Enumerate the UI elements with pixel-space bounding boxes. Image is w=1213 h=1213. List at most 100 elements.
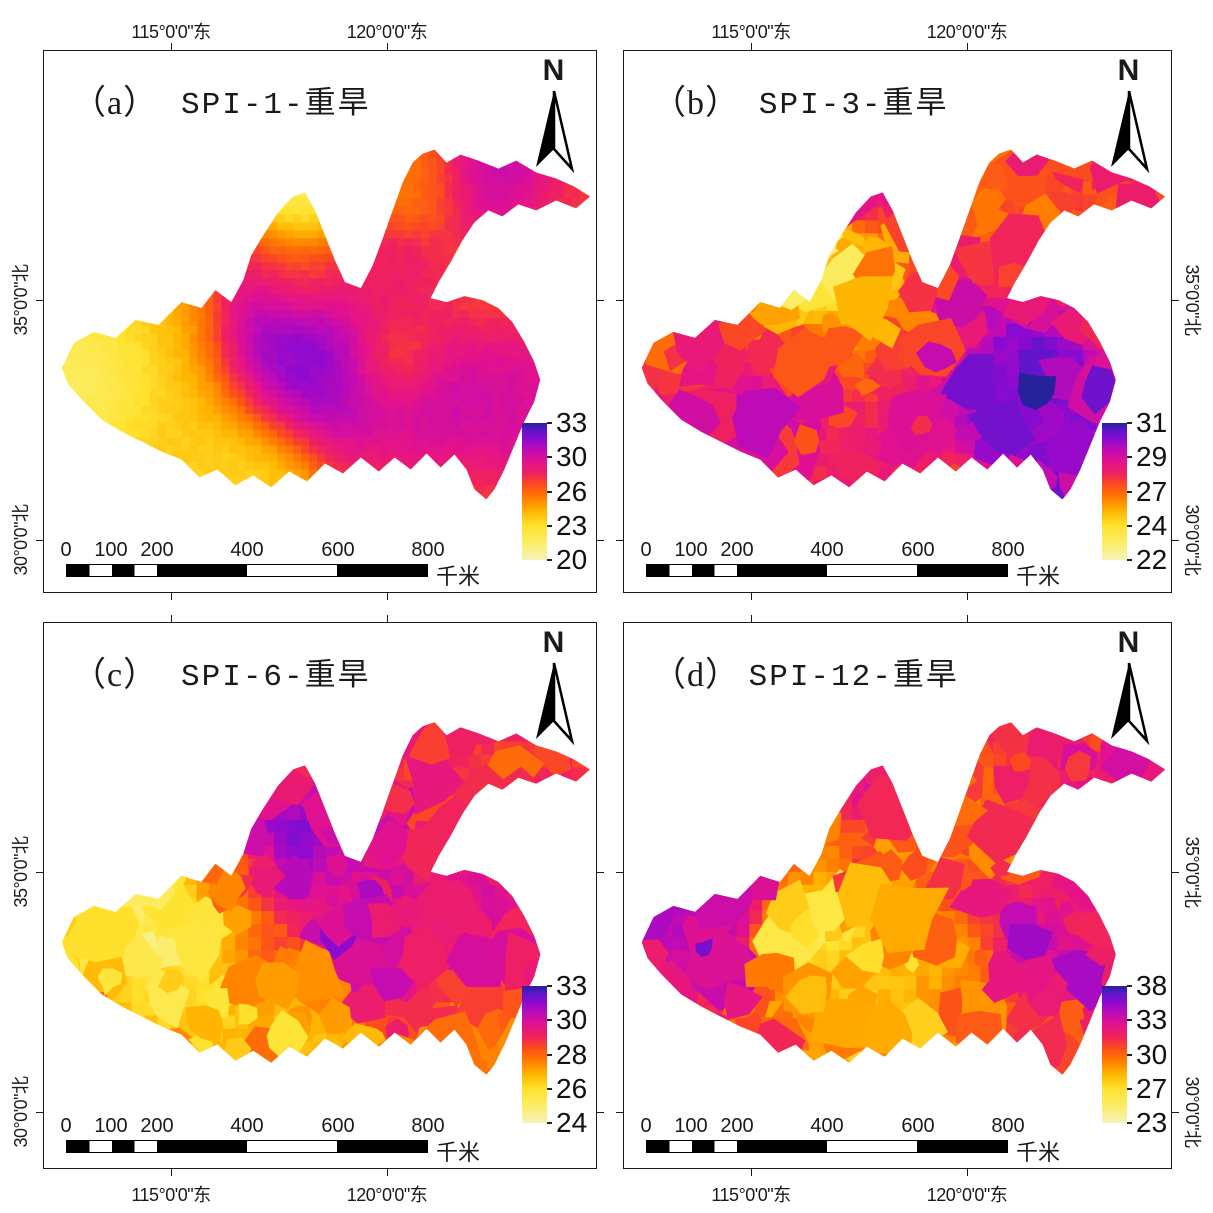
graticule-tick <box>1172 300 1179 301</box>
lon-label-115e: 115°0'0"东 <box>131 22 211 42</box>
colorbar-tick-label: 30 <box>556 441 588 473</box>
scalebar-label: 400 <box>810 539 844 561</box>
colorbar-tick-label: 38 <box>1136 970 1168 1001</box>
lon-label-115e: 115°0'0"东 <box>131 1185 211 1205</box>
colorbar-tick-mark <box>547 1122 552 1124</box>
colorbar: 31 29 27 24 22 <box>1102 409 1202 574</box>
graticule-tick <box>751 43 752 50</box>
scalebar-label: 0 <box>60 1115 72 1137</box>
colorbar-tick-mark <box>547 524 552 527</box>
scalebar-label: 100 <box>674 539 708 561</box>
north-label: N <box>542 626 566 659</box>
lon-label-115e: 115°0'0"东 <box>711 1185 791 1205</box>
graticule-tick <box>751 615 752 622</box>
colorbar-tick-mark <box>1127 524 1132 527</box>
colorbar: 33 30 26 23 20 <box>522 409 622 574</box>
panel-d: 115°0'0"东 120°0'0"东 35°0'0"北 30°0'0"北 （d… <box>607 607 1213 1213</box>
colorbar-tick-label: 30 <box>1136 1038 1168 1070</box>
colorbar-tick-mark <box>547 422 552 424</box>
scalebar-label: 600 <box>901 539 935 561</box>
scalebar-label: 100 <box>94 539 128 561</box>
north-arrow: N <box>1093 627 1165 751</box>
graticule-tick <box>967 43 968 50</box>
panel-title: SPI-3-重旱 <box>758 88 949 123</box>
scalebar-label: 800 <box>991 539 1025 561</box>
graticule-tick <box>171 615 172 622</box>
scalebar-label: 0 <box>60 539 72 561</box>
scalebar: 0 100 200 400 600 800 千米 <box>60 1115 506 1165</box>
lat-label-35n: 35°0'0"北 <box>11 264 31 336</box>
scalebar-label: 800 <box>991 1115 1025 1137</box>
colorbar-tick-label: 27 <box>1136 475 1168 507</box>
north-label: N <box>1117 626 1141 659</box>
scalebar-segments <box>66 564 428 577</box>
colorbar-tick-label: 30 <box>556 1004 588 1036</box>
panel-c: 115°0'0"东 120°0'0"东 35°0'0"北 30°0'0"北 （c… <box>0 607 606 1213</box>
colorbar-tick-mark <box>547 456 552 459</box>
scalebar-label: 200 <box>140 539 174 561</box>
colorbar-tick-mark <box>547 1053 552 1056</box>
lon-label-120e: 120°0'0"东 <box>346 1185 428 1205</box>
scalebar-label: 600 <box>321 539 355 561</box>
scalebar-segments <box>646 564 1008 577</box>
colorbar-gradient <box>522 423 547 560</box>
scalebar-label: 800 <box>411 539 445 561</box>
graticule-tick <box>171 593 172 600</box>
graticule-tick <box>1172 872 1179 873</box>
graticule-tick <box>387 615 388 622</box>
graticule-tick <box>387 1169 388 1176</box>
panel-b: 115°0'0"东 120°0'0"东 35°0'0"北 30°0'0"北 （b… <box>607 0 1213 606</box>
scalebar-label: 800 <box>411 1115 445 1137</box>
graticule-tick <box>751 1169 752 1176</box>
scalebar: 0 100 200 400 600 800 千米 <box>640 1115 1086 1165</box>
map-frame: （c） SPI-6-重旱 N 33 30 28 26 24 0 100 200 400 600 8… <box>43 622 597 1169</box>
colorbar-tick-label: 29 <box>1136 441 1168 473</box>
panel-letter: （b） <box>652 85 740 122</box>
colorbar-tick-label: 27 <box>1136 1072 1168 1104</box>
north-arrow-icon <box>1111 662 1150 746</box>
graticule-tick <box>597 540 604 541</box>
graticule-tick <box>616 1112 623 1113</box>
colorbar-tick-mark <box>1127 456 1132 459</box>
colorbar-tick-mark <box>1127 490 1132 493</box>
north-arrow: N <box>518 55 590 179</box>
scalebar-label: 400 <box>230 1115 264 1137</box>
graticule-tick <box>36 1112 43 1113</box>
colorbar-tick-label: 28 <box>556 1038 588 1070</box>
colorbar-tick-mark <box>1127 1087 1132 1090</box>
north-arrow: N <box>1093 55 1165 179</box>
graticule-tick <box>616 540 623 541</box>
scalebar-label: 100 <box>674 1115 708 1137</box>
scalebar-label: 0 <box>640 539 652 561</box>
scalebar: 0 100 200 400 600 800 千米 <box>60 539 506 589</box>
graticule-tick <box>171 43 172 50</box>
choropleth-map <box>61 722 591 1075</box>
colorbar-tick-label: 33 <box>556 970 588 1001</box>
graticule-tick <box>967 593 968 600</box>
graticule-tick <box>967 1169 968 1176</box>
panel-letter: （d） <box>652 657 740 694</box>
colorbar-tick-label: 24 <box>1136 509 1168 541</box>
map-frame: （b） SPI-3-重旱 N 31 29 27 24 22 0 100 200 400 600 8… <box>623 50 1172 593</box>
lat-label-35n: 35°0'0"北 <box>1182 264 1202 336</box>
colorbar-tick-label: 20 <box>556 544 588 575</box>
scalebar-label: 200 <box>720 1115 754 1137</box>
scalebar-unit: 千米 <box>436 564 481 589</box>
graticule-tick <box>387 593 388 600</box>
colorbar-tick-label: 23 <box>556 509 588 541</box>
panel-title: SPI-6-重旱 <box>181 660 371 695</box>
graticule-tick <box>597 300 604 301</box>
north-label: N <box>1117 54 1141 87</box>
graticule-tick <box>36 300 43 301</box>
north-arrow: N <box>518 627 590 751</box>
graticule-tick <box>387 43 388 50</box>
scalebar-label: 400 <box>810 1115 844 1137</box>
scalebar-unit: 千米 <box>436 1140 481 1165</box>
colorbar-tick-label: 26 <box>556 475 588 507</box>
graticule-tick <box>36 540 43 541</box>
lon-label-115e: 115°0'0"东 <box>711 22 791 42</box>
graticule-tick <box>967 615 968 622</box>
colorbar-tick-mark <box>547 985 552 987</box>
colorbar-tick-label: 23 <box>1136 1107 1168 1138</box>
